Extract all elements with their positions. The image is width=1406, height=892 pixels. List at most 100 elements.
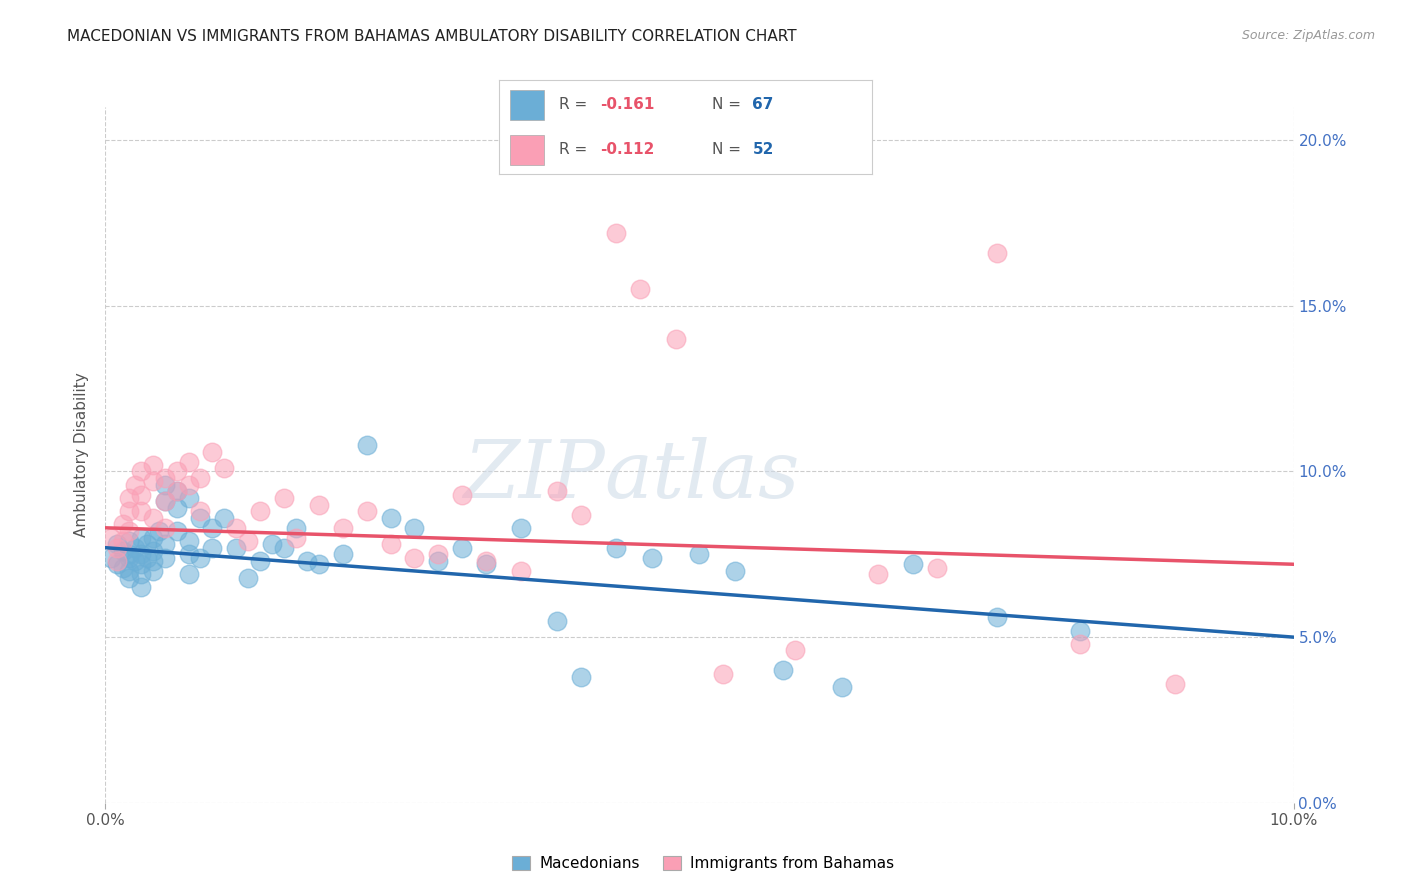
Point: [100, 550, 122, 565]
Point: [100, 531, 122, 545]
Point: [569, 508, 592, 522]
Point: [153, 537, 176, 551]
Point: [118, 547, 141, 561]
Point: [105, 554, 128, 568]
Text: Source: ZipAtlas.com: Source: ZipAtlas.com: [1241, 29, 1375, 42]
Point: [605, 541, 627, 555]
Point: [332, 521, 354, 535]
Point: [273, 491, 295, 505]
Point: [1164, 676, 1187, 690]
Point: [1069, 637, 1091, 651]
Point: [284, 521, 307, 535]
Point: [450, 488, 472, 502]
Point: [129, 567, 152, 582]
Point: [142, 531, 165, 545]
Point: [118, 524, 141, 538]
Point: [236, 534, 259, 549]
Point: [308, 498, 330, 512]
Point: [166, 500, 188, 515]
Point: [628, 282, 651, 296]
Point: [142, 475, 165, 489]
Point: [249, 554, 271, 568]
Point: [927, 560, 949, 574]
Point: [201, 521, 224, 535]
Point: [124, 554, 146, 568]
Point: [225, 541, 247, 555]
Point: [190, 471, 212, 485]
Point: [142, 554, 165, 568]
Point: [190, 504, 212, 518]
Point: [166, 484, 188, 499]
Text: 52: 52: [752, 142, 773, 157]
Point: [129, 581, 152, 595]
Point: [427, 554, 450, 568]
Point: [190, 511, 212, 525]
Point: [986, 610, 1008, 624]
Point: [177, 547, 200, 561]
Text: -0.161: -0.161: [600, 97, 654, 112]
Point: [153, 494, 176, 508]
Point: [112, 534, 135, 549]
Point: [118, 564, 141, 578]
Point: [105, 537, 128, 551]
Point: [118, 491, 141, 505]
Legend: Macedonians, Immigrants from Bahamas: Macedonians, Immigrants from Bahamas: [506, 849, 900, 877]
Point: [724, 564, 747, 578]
Point: [986, 245, 1008, 260]
Point: [214, 511, 236, 525]
Point: [124, 477, 146, 491]
Text: R =: R =: [558, 97, 592, 112]
Point: [783, 643, 806, 657]
Point: [153, 494, 176, 508]
Point: [177, 454, 200, 468]
Text: 67: 67: [752, 97, 773, 112]
Point: [118, 570, 141, 584]
Text: N =: N =: [711, 142, 745, 157]
Point: [225, 521, 247, 535]
Point: [474, 554, 496, 568]
Point: [129, 531, 152, 545]
Point: [190, 550, 212, 565]
Point: [332, 547, 354, 561]
Point: [605, 226, 627, 240]
Point: [129, 547, 152, 561]
Point: [831, 680, 853, 694]
Y-axis label: Ambulatory Disability: Ambulatory Disability: [75, 373, 90, 537]
Text: R =: R =: [558, 142, 592, 157]
Point: [112, 544, 135, 558]
Point: [284, 531, 307, 545]
Point: [177, 477, 200, 491]
Point: [249, 504, 271, 518]
Text: MACEDONIAN VS IMMIGRANTS FROM BAHAMAS AMBULATORY DISABILITY CORRELATION CHART: MACEDONIAN VS IMMIGRANTS FROM BAHAMAS AM…: [67, 29, 797, 44]
Point: [177, 567, 200, 582]
Point: [380, 511, 402, 525]
Point: [129, 488, 152, 502]
Text: ZIP: ZIP: [463, 437, 605, 515]
Point: [404, 550, 426, 565]
Point: [569, 670, 592, 684]
Point: [148, 524, 170, 538]
Point: [118, 534, 141, 549]
Point: [142, 544, 165, 558]
Point: [105, 541, 128, 555]
Point: [546, 484, 568, 499]
Point: [136, 550, 159, 565]
Point: [153, 477, 176, 491]
Point: [129, 558, 152, 572]
Point: [308, 558, 330, 572]
Point: [866, 567, 889, 582]
Point: [404, 521, 426, 535]
Point: [297, 554, 319, 568]
Point: [118, 550, 141, 565]
Point: [273, 541, 295, 555]
Point: [772, 663, 794, 677]
Point: [641, 550, 664, 565]
Text: N =: N =: [711, 97, 745, 112]
Point: [177, 534, 200, 549]
Text: atlas: atlas: [605, 437, 800, 515]
Point: [112, 517, 135, 532]
Point: [201, 444, 224, 458]
Point: [510, 564, 533, 578]
Point: [153, 550, 176, 565]
Text: -0.112: -0.112: [600, 142, 654, 157]
